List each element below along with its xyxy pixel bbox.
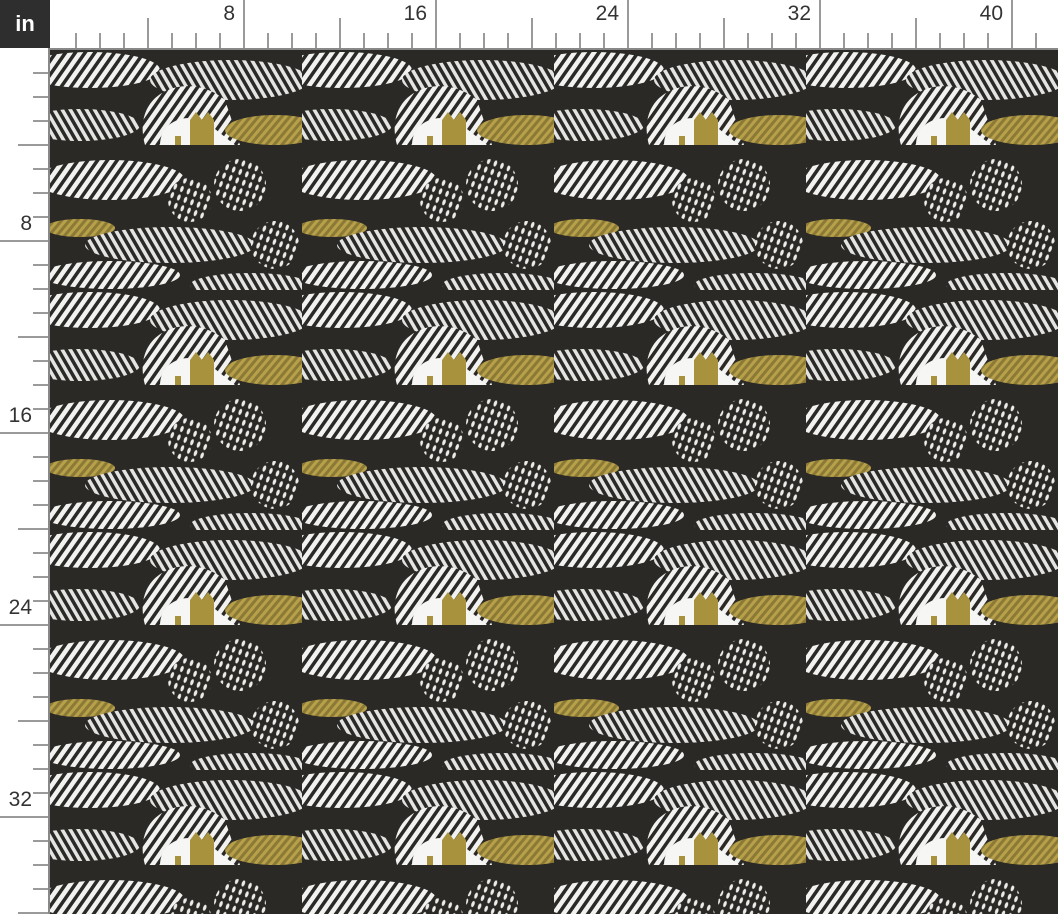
ruler-tick (771, 33, 773, 48)
ruler-tick (0, 816, 48, 818)
ruler-label: 40 (979, 2, 1003, 25)
ruler-label: 32 (8, 788, 32, 811)
ruler-tick (0, 240, 48, 242)
ruler-tick (75, 33, 77, 48)
ruler-tick (123, 33, 125, 48)
ruler-tick (723, 18, 725, 48)
ruler-tick (219, 33, 221, 48)
ruler-tick (531, 18, 533, 48)
ruler-tick (171, 33, 173, 48)
ruler-label: 16 (403, 2, 427, 25)
left-ruler: 8 16 24 32 (0, 48, 50, 914)
ruler-tick (33, 504, 48, 506)
ruler-tick (699, 33, 701, 48)
ruler-tick (18, 528, 48, 530)
ruler-tick (33, 120, 48, 122)
ruler-tick (939, 33, 941, 48)
ruler-label: 24 (8, 596, 32, 619)
ruler-tick (819, 0, 821, 48)
unit-label: in (0, 0, 50, 48)
fabric-pattern (50, 50, 1058, 914)
ruler-tick (99, 33, 101, 48)
ruler-tick (795, 33, 797, 48)
ruler-tick (315, 33, 317, 48)
ruler-tick (33, 864, 48, 866)
ruler-tick (627, 0, 629, 48)
ruler-tick (33, 600, 48, 602)
ruler-tick (843, 33, 845, 48)
ruler-tick (33, 216, 48, 218)
ruler-label: 16 (8, 404, 32, 427)
ruler-tick (579, 33, 581, 48)
ruler-label: 8 (223, 2, 235, 25)
ruler-tick (651, 33, 653, 48)
ruler-tick (18, 336, 48, 338)
ruler-tick (33, 264, 48, 266)
ruler-tick (33, 312, 48, 314)
top-ruler: 8 16 24 32 40 (50, 0, 1058, 50)
ruler-tick (33, 888, 48, 890)
ruler-tick (33, 840, 48, 842)
ruler-tick (987, 33, 989, 48)
ruler-tick (507, 33, 509, 48)
ruler-tick (1011, 0, 1013, 48)
ruler-tick (33, 552, 48, 554)
ruler-tick (483, 33, 485, 48)
ruler-tick (18, 912, 48, 914)
ruler-tick (459, 33, 461, 48)
ruler-tick (33, 168, 48, 170)
ruler-tick (555, 33, 557, 48)
ruler-label: 24 (595, 2, 619, 25)
ruler-tick (33, 696, 48, 698)
ruler-tick (33, 648, 48, 650)
ruler-tick (603, 33, 605, 48)
ruler-tick (18, 720, 48, 722)
ruler-tick (33, 288, 48, 290)
ruler-tick (435, 0, 437, 48)
ruler-tick (33, 480, 48, 482)
ruler-tick (963, 33, 965, 48)
ruler-tick (387, 33, 389, 48)
ruler-tick (33, 96, 48, 98)
ruler-tick (1035, 33, 1037, 48)
ruler-tick (243, 0, 245, 48)
ruler-tick (891, 33, 893, 48)
ruler-tick (18, 144, 48, 146)
ruler-tick (0, 624, 48, 626)
ruler-tick (147, 18, 149, 48)
ruler-tick (33, 192, 48, 194)
fabric-swatch (50, 50, 1058, 914)
ruler-tick (291, 33, 293, 48)
ruler-tick (675, 33, 677, 48)
ruler-tick (267, 33, 269, 48)
ruler-tick (33, 360, 48, 362)
ruler-tick (339, 18, 341, 48)
ruler-tick (195, 33, 197, 48)
ruler-label: 32 (787, 2, 811, 25)
ruler-tick (33, 456, 48, 458)
ruler-tick (33, 72, 48, 74)
ruler-tick (747, 33, 749, 48)
ruler-tick (33, 408, 48, 410)
ruler-tick (411, 33, 413, 48)
ruler-tick (867, 33, 869, 48)
ruler-tick (33, 792, 48, 794)
ruler-tick (915, 18, 917, 48)
ruler-tick (33, 768, 48, 770)
ruler-tick (33, 384, 48, 386)
ruler-tick (33, 576, 48, 578)
ruler-tick (33, 672, 48, 674)
ruler-tick (33, 744, 48, 746)
ruler-label: 8 (20, 212, 32, 235)
ruler-tick (363, 33, 365, 48)
ruler-tick (0, 432, 48, 434)
